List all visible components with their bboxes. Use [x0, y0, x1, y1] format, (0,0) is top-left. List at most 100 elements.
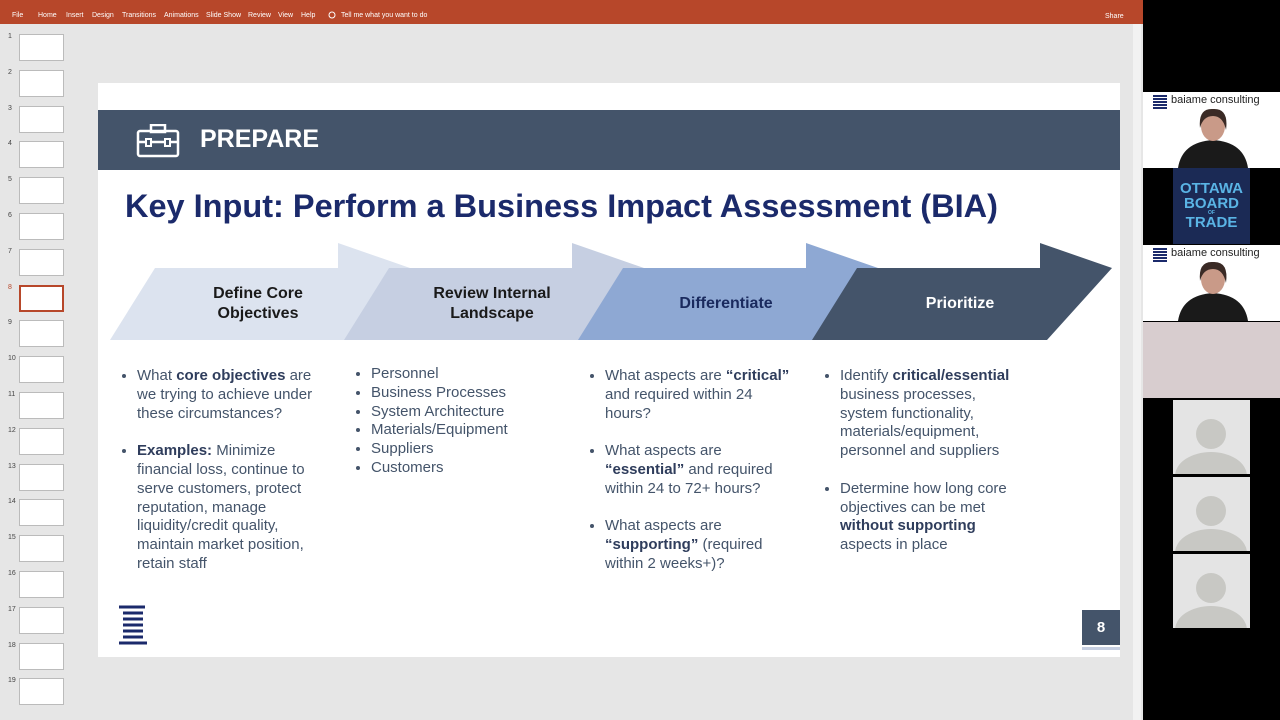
- thumbnail[interactable]: [19, 320, 64, 348]
- bullet: What core objectives are we trying to ac…: [137, 367, 329, 423]
- ottawa-logo-text: TRADE: [1185, 214, 1238, 231]
- bullet: What aspects are “critical” and required…: [605, 367, 797, 423]
- text: are we trying to achieve under these cir…: [137, 367, 313, 422]
- video-tile: [1173, 477, 1250, 551]
- ottawa-logo-text: OTTAWA: [1179, 180, 1244, 197]
- thumbnail[interactable]: [19, 177, 64, 205]
- text: Minimize financial loss, continue to ser…: [137, 442, 305, 572]
- video-tile: baiame consulting: [1143, 245, 1280, 321]
- bulb: [328, 11, 336, 19]
- thumbnail[interactable]: [19, 34, 64, 61]
- step-label: Differentiate: [679, 295, 772, 312]
- thumbnail[interactable]: [19, 248, 64, 276]
- step-label: Prioritize: [926, 295, 995, 312]
- avatar-body: [1175, 529, 1247, 551]
- ribbon-tab[interactable]: Insert: [66, 12, 84, 19]
- bullet-list: PersonnelBusiness ProcessesSystem Archit…: [353, 365, 563, 478]
- thumbnail[interactable]: [19, 678, 64, 706]
- avatar: [1175, 419, 1247, 474]
- brand-logo: [1153, 248, 1167, 262]
- text: Suppliers: [371, 440, 434, 458]
- bullet-column: What core objectives are we trying to ac…: [119, 367, 329, 574]
- ribbon-tab[interactable]: Review: [248, 12, 271, 19]
- share-button[interactable]: Share: [1105, 13, 1124, 20]
- thumbnail[interactable]: [19, 463, 64, 491]
- bold-text: Examples:: [137, 442, 213, 460]
- bold-text: core objectives: [176, 367, 286, 384]
- briefcase-icon: [136, 124, 180, 158]
- thumbnail[interactable]: [19, 535, 64, 563]
- thumbnail-number: 4: [8, 140, 12, 148]
- text: What: [137, 367, 177, 384]
- logo: [119, 605, 147, 645]
- brand-name: baiame consulting: [1171, 94, 1260, 106]
- ribbon-tab[interactable]: Transitions: [122, 12, 156, 19]
- chevron: [344, 243, 644, 340]
- person: [1178, 261, 1248, 321]
- step-label: Define Core: [213, 285, 303, 302]
- thumbnail-number: 13: [8, 462, 16, 470]
- video-tile: [1173, 554, 1250, 628]
- text: business processes, system functionality…: [840, 385, 1000, 460]
- bullet: Materials/Equipment: [371, 421, 563, 440]
- video-tile: OTTAWA BOARD OF TRADE: [1173, 168, 1250, 244]
- slide: PREPARE Key Input: Perform a Business Im…: [98, 83, 1120, 657]
- thumbnail[interactable]: [19, 499, 64, 527]
- bold-text: “essential”: [605, 460, 685, 478]
- ribbon-tab[interactable]: Home: [38, 12, 57, 19]
- tell-me-box[interactable]: Tell me what you want to do: [341, 12, 428, 19]
- thumbnail-number: 19: [8, 677, 16, 685]
- bullet: Examples: Minimize financial loss, conti…: [137, 442, 329, 574]
- text: Personnel: [371, 365, 439, 382]
- ottawa-logo-text: BOARD: [1184, 195, 1239, 212]
- bullet-list: What core objectives are we trying to ac…: [119, 367, 329, 574]
- bold-text: critical/essential: [892, 367, 1010, 384]
- step-label: Review Internal: [433, 285, 550, 302]
- thumbnail[interactable]: [19, 571, 64, 598]
- scrollbar[interactable]: [1133, 24, 1141, 720]
- text: Customers: [371, 458, 444, 476]
- bullet-list: Identify critical/essential business pro…: [822, 367, 1022, 555]
- thumbnail[interactable]: [19, 356, 64, 384]
- step-label: Objectives: [218, 305, 299, 322]
- chevron: [110, 243, 410, 340]
- avatar: [1175, 496, 1247, 551]
- ribbon-tab[interactable]: File: [12, 12, 24, 19]
- person-head: [1201, 111, 1225, 141]
- text: Business Processes: [371, 383, 507, 401]
- thumbnail[interactable]: [19, 141, 64, 169]
- thumbnail-number: 10: [8, 355, 16, 363]
- bullet: What aspects are “supporting” (required …: [605, 517, 797, 573]
- thumbnail-number: 1: [8, 33, 12, 40]
- page-number-underline: [1082, 647, 1120, 650]
- ribbon-tab[interactable]: Help: [301, 12, 316, 19]
- ribbon-tab[interactable]: Design: [92, 12, 114, 19]
- text: (required within 2 weeks+)?: [605, 536, 763, 572]
- thumbnail[interactable]: [19, 642, 64, 670]
- ribbon-tab[interactable]: Animations: [164, 12, 199, 19]
- thumbnail-number: 2: [8, 68, 12, 76]
- thumbnail[interactable]: [19, 427, 64, 455]
- ribbon-tab[interactable]: Slide Show: [206, 12, 242, 19]
- thumbnail[interactable]: [19, 392, 64, 419]
- avatar-head: [1196, 573, 1226, 603]
- text: and required within 24 to 72+ hours?: [605, 460, 773, 497]
- ribbon-tab[interactable]: View: [278, 12, 294, 19]
- ottawa-logo-text: OF: [1208, 210, 1215, 216]
- brand-logo: [1153, 95, 1167, 109]
- bullet: Identify critical/essential business pro…: [840, 367, 1022, 461]
- bullet-column: Identify critical/essential business pro…: [822, 367, 1022, 555]
- text: and required within 24 hours?: [605, 385, 753, 422]
- process-chevrons: Define Core Objectives Review Internal Land…: [110, 243, 1112, 340]
- thumbnail[interactable]: [19, 105, 64, 133]
- thumbnail[interactable]: [19, 213, 64, 240]
- thumbnail-number: 9: [8, 319, 12, 327]
- avatar-body: [1175, 606, 1247, 628]
- thumbnail[interactable]: [19, 606, 64, 634]
- person-head: [1201, 264, 1225, 294]
- video-panel: baiame consulting OTTAWA BOARD OF TRADE baiam…: [1143, 0, 1280, 720]
- text: Determine how long core objectives can b…: [840, 479, 1007, 516]
- thumbnail-pane: 1 2 3 4 5 6 7 8 9 10 11 12 13 14 15 16 17 18 19: [0, 24, 85, 720]
- thumbnail[interactable]: [19, 69, 64, 97]
- thumbnail[interactable]: [19, 284, 64, 312]
